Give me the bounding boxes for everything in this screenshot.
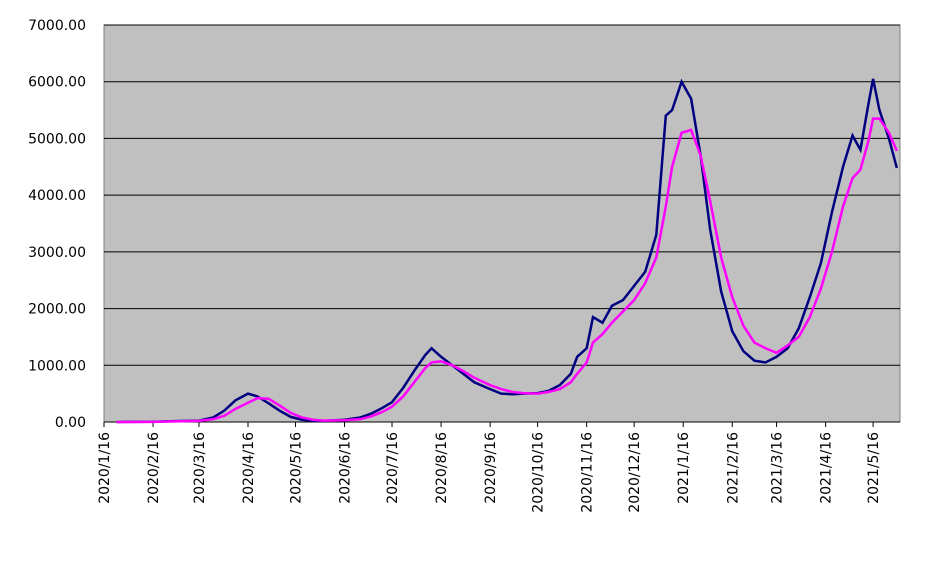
x-tick-label: 2020/9/16 (483, 432, 499, 504)
plot-area (103, 24, 901, 423)
y-tick-label: 3000.00 (28, 245, 86, 261)
x-tick-label: 2020/4/16 (241, 432, 257, 504)
x-tick-label: 2020/10/16 (531, 432, 547, 513)
x-tick-label: 2021/1/16 (676, 432, 692, 504)
x-tick-label: 2021/2/16 (725, 432, 741, 504)
y-tick-label: 7000.00 (28, 18, 86, 34)
x-tick-label: 2020/6/16 (338, 432, 354, 504)
x-tick-label: 2020/2/16 (146, 432, 162, 504)
x-tick-label: 2020/11/16 (580, 432, 596, 513)
series-line (116, 78, 899, 424)
x-tick-label: 2021/3/16 (770, 432, 786, 504)
y-tick-label: 2000.00 (28, 302, 86, 318)
x-tick-label: 2020/12/16 (627, 432, 643, 513)
y-tick-label: 0.00 (55, 415, 86, 431)
y-tick-label: 6000.00 (28, 75, 86, 91)
x-tick-label: 2020/3/16 (192, 432, 208, 504)
x-tick-label: 2020/8/16 (434, 432, 450, 504)
x-tick-label: 2021/4/16 (819, 432, 835, 504)
x-tick-label: 2020/1/16 (97, 432, 113, 504)
x-tick-label: 2020/5/16 (288, 432, 304, 504)
x-tick-label: 2020/7/16 (385, 432, 401, 504)
x-tick-label: 2021/5/16 (866, 432, 882, 504)
y-tick-label: 1000.00 (28, 358, 86, 374)
y-tick-label: 4000.00 (28, 188, 86, 204)
y-tick-label: 5000.00 (28, 131, 86, 147)
series-line (116, 117, 898, 424)
